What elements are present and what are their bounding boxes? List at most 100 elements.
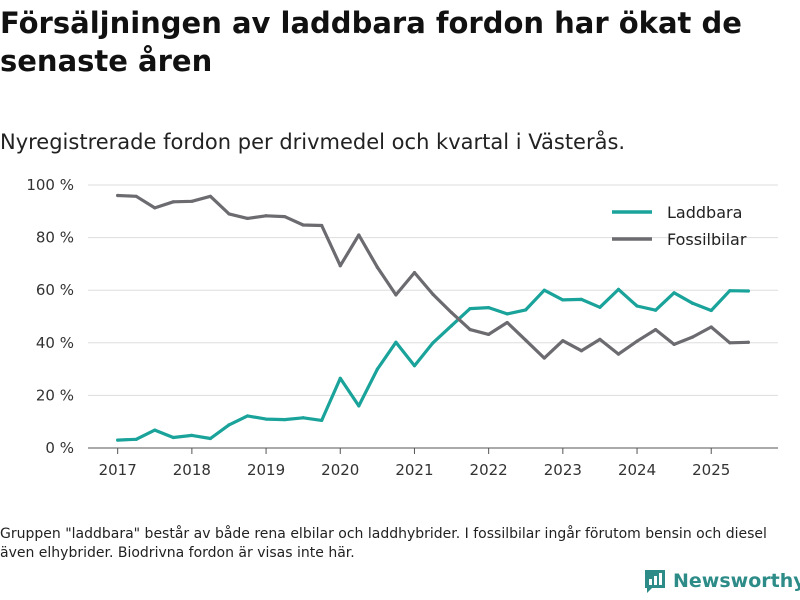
data-point-laddbara [153, 428, 157, 432]
data-point-laddbara [431, 341, 435, 345]
y-tick-label: 100 % [26, 176, 74, 194]
data-point-laddbara [616, 287, 621, 292]
data-point-fossilbilar [357, 233, 361, 237]
data-point-fossilbilar [320, 223, 324, 228]
series-line-laddbara [116, 287, 750, 442]
series-line-fossilbilar [116, 193, 750, 360]
y-tick-label: 0 % [45, 439, 74, 457]
data-point-laddbara [449, 324, 454, 328]
footnote: Gruppen "laddbara" består av både rena e… [0, 526, 767, 561]
x-tick-label: 2017 [99, 461, 137, 479]
data-point-fossilbilar [746, 340, 750, 344]
data-point-laddbara [468, 307, 472, 311]
data-point-laddbara [653, 308, 658, 312]
y-tick-label: 80 % [36, 229, 74, 247]
data-point-fossilbilar [208, 194, 213, 198]
data-point-laddbara [412, 364, 417, 368]
x-tick-label: 2019 [247, 461, 285, 479]
data-point-laddbara [208, 436, 213, 441]
data-point-fossilbilar [412, 270, 417, 275]
data-point-fossilbilar [245, 216, 250, 221]
data-point-fossilbilar [375, 265, 379, 269]
y-tick-label: 40 % [36, 334, 74, 352]
chart-subtitle: Nyregistrerade fordon per drivmedel och … [0, 130, 626, 154]
data-point-laddbara [505, 312, 509, 316]
x-tick-label: 2024 [618, 461, 656, 479]
data-point-laddbara [394, 340, 398, 344]
data-point-laddbara [487, 305, 491, 310]
data-point-fossilbilar [616, 352, 621, 356]
y-tick-label: 20 % [36, 386, 74, 404]
data-point-laddbara [375, 367, 379, 371]
data-point-fossilbilar [283, 214, 287, 219]
data-point-fossilbilar [524, 338, 528, 342]
data-point-fossilbilar [394, 293, 398, 297]
data-point-laddbara [635, 304, 639, 308]
line-chart: 0 % 20 % 40 % 60 % 80 % 100 % 2017 2018 2019 202… [26, 176, 778, 479]
newsworthy-logo-icon [645, 570, 665, 593]
x-tick-label: 2021 [395, 461, 433, 479]
data-point-laddbara [190, 433, 194, 437]
x-tick-label: 2018 [173, 461, 211, 479]
data-point-fossilbilar [301, 223, 305, 227]
chart-title: Försäljningen av laddbara fordon har öka… [0, 6, 742, 78]
data-point-fossilbilar [227, 212, 231, 216]
legend: Laddbara Fossilbilar [612, 203, 747, 249]
x-tick-label: 2020 [321, 461, 359, 479]
x-axis-ticks: 2017 2018 2019 2020 2021 2022 2023 2024 2025 [99, 448, 730, 479]
series-lines [116, 193, 750, 442]
data-point-laddbara [728, 289, 732, 293]
data-point-laddbara [598, 305, 602, 309]
data-point-laddbara [227, 423, 231, 427]
data-point-fossilbilar [134, 194, 138, 198]
data-point-fossilbilar [598, 337, 602, 341]
data-point-fossilbilar [171, 200, 175, 204]
data-point-laddbara [134, 437, 138, 441]
x-tick-label: 2022 [470, 461, 508, 479]
data-point-laddbara [171, 435, 175, 440]
data-point-fossilbilar [264, 214, 268, 218]
legend-label-fossilbilar: Fossilbilar [667, 230, 747, 249]
y-axis-ticks: 0 % 20 % 40 % 60 % 80 % 100 % [26, 176, 74, 457]
data-point-laddbara [116, 438, 120, 442]
data-point-laddbara [283, 417, 287, 422]
x-tick-label: 2025 [692, 461, 730, 479]
data-point-laddbara [524, 308, 528, 312]
data-point-fossilbilar [431, 292, 435, 297]
y-tick-label: 60 % [36, 281, 74, 299]
data-point-laddbara [561, 298, 565, 302]
data-point-laddbara [746, 289, 750, 293]
data-point-fossilbilar [542, 356, 546, 360]
data-point-laddbara [672, 291, 676, 295]
brand-logo: Newsworthy [643, 568, 800, 594]
data-point-laddbara [709, 308, 713, 313]
grid-lines [88, 184, 778, 449]
brand-name: Newsworthy [673, 570, 800, 592]
data-point-fossilbilar [487, 332, 491, 336]
data-point-laddbara [542, 288, 546, 292]
data-point-fossilbilar [728, 341, 732, 345]
data-point-laddbara [245, 414, 250, 418]
data-point-fossilbilar [672, 342, 676, 346]
data-point-fossilbilar [561, 339, 565, 343]
data-point-fossilbilar [468, 328, 472, 332]
x-tick-label: 2023 [544, 461, 582, 479]
data-point-fossilbilar [635, 339, 639, 343]
data-point-laddbara [579, 297, 583, 302]
legend-label-laddbara: Laddbara [667, 203, 742, 222]
data-point-fossilbilar [153, 206, 157, 210]
data-point-fossilbilar [579, 349, 583, 353]
data-point-laddbara [691, 301, 695, 305]
data-point-fossilbilar [691, 335, 695, 339]
data-point-fossilbilar [653, 328, 658, 332]
data-point-fossilbilar [190, 199, 194, 203]
data-point-fossilbilar [116, 193, 120, 198]
data-point-fossilbilar [338, 264, 342, 268]
data-point-laddbara [357, 404, 361, 408]
data-point-laddbara [320, 418, 324, 422]
data-point-laddbara [264, 417, 268, 421]
data-point-fossilbilar [449, 310, 454, 315]
data-point-fossilbilar [505, 320, 509, 325]
data-point-fossilbilar [709, 325, 713, 329]
data-point-laddbara [338, 376, 342, 380]
